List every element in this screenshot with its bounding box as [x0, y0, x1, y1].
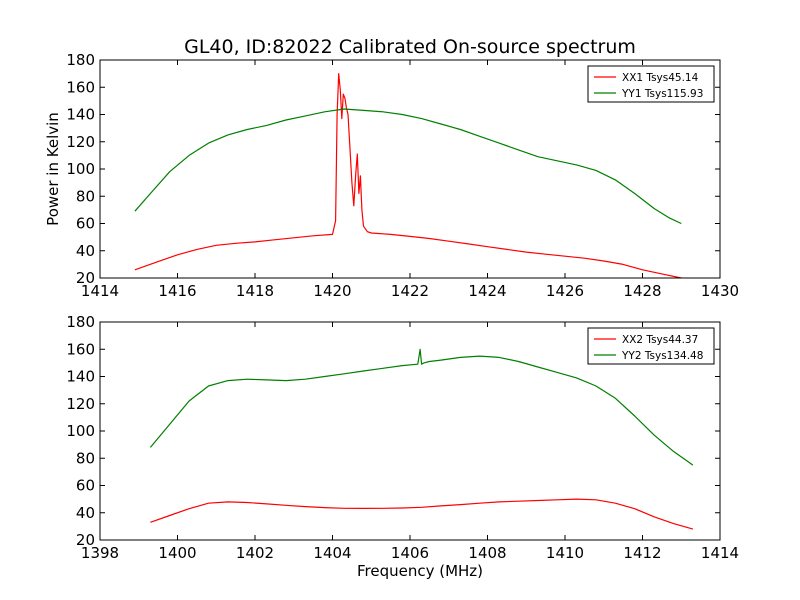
y-axis-label: Power in Kelvin	[44, 112, 62, 226]
y-tick-label: 160	[66, 78, 95, 96]
x-tick-label: 1400	[158, 544, 196, 562]
y-tick-label: 60	[76, 477, 95, 495]
y-tick-label: 100	[66, 422, 95, 440]
y-tick-label: 20	[76, 531, 95, 549]
y-tick-label: 180	[66, 51, 95, 69]
y-tick-label: 40	[76, 504, 95, 522]
x-tick-label: 1430	[701, 282, 739, 300]
x-tick-label: 1402	[236, 544, 274, 562]
legend: XX1 Tsys45.14 YY1 Tsys115.93	[587, 65, 715, 103]
y-tick-label: 80	[76, 449, 95, 467]
y-tick-label: 120	[66, 133, 95, 151]
x-tick-label: 1420	[313, 282, 351, 300]
y-tick-label: 160	[66, 340, 95, 358]
legend-entry: XX2 Tsys44.37	[622, 334, 698, 346]
y-tick-label: 120	[66, 395, 95, 413]
x-tick-label: 1404	[313, 544, 351, 562]
series-line-yy2	[149, 348, 694, 466]
y-tick-label: 140	[66, 368, 95, 386]
legend-box	[587, 327, 715, 365]
x-tick-label: 1414	[701, 544, 739, 562]
x-tick-label: 1428	[623, 282, 661, 300]
x-tick-label: 1414	[81, 282, 119, 300]
legend-entry: YY2 Tsys134.48	[621, 350, 703, 362]
x-tick-label: 1422	[391, 282, 429, 300]
x-tick-label: 1426	[546, 282, 584, 300]
subplot-2: 1398 1400 1402 1404 1406 1408 1410 1412 1414 20 40…	[66, 313, 739, 580]
series-line-yy1	[134, 108, 682, 225]
plot-lines	[149, 348, 694, 530]
x-tick-label: 1408	[468, 544, 506, 562]
x-tick-label: 1406	[391, 544, 429, 562]
y-tick-label: 40	[76, 242, 95, 260]
chart-title: GL40, ID:82022 Calibrated On-source spec…	[184, 36, 636, 58]
x-tick-label: 1416	[158, 282, 196, 300]
legend: XX2 Tsys44.37 YY2 Tsys134.48	[587, 327, 715, 365]
legend-box	[587, 65, 715, 103]
series-line-xx1	[134, 72, 682, 278]
series-line-xx2	[150, 498, 694, 530]
y-tick-label: 60	[76, 215, 95, 233]
y-tick-label: 140	[66, 106, 95, 124]
x-tick-label: 1398	[81, 544, 119, 562]
x-tick-label: 1412	[623, 544, 661, 562]
y-tick-label: 100	[66, 160, 95, 178]
legend-entry: XX1 Tsys45.14	[622, 72, 699, 84]
x-tick-label: 1418	[236, 282, 274, 300]
x-axis-label: Frequency (MHz)	[357, 562, 483, 580]
x-tick-label: 1424	[468, 282, 506, 300]
y-tick-label: 20	[76, 269, 95, 287]
y-tick-label: 80	[76, 187, 95, 205]
legend-entry: YY1 Tsys115.93	[621, 88, 703, 100]
subplot-1: 1414 1416 1418 1420 1422 1424 1426 1428 1430 20 40…	[44, 51, 739, 300]
x-tick-label: 1410	[546, 544, 584, 562]
y-tick-label: 180	[66, 313, 95, 331]
plot-lines	[134, 72, 682, 278]
